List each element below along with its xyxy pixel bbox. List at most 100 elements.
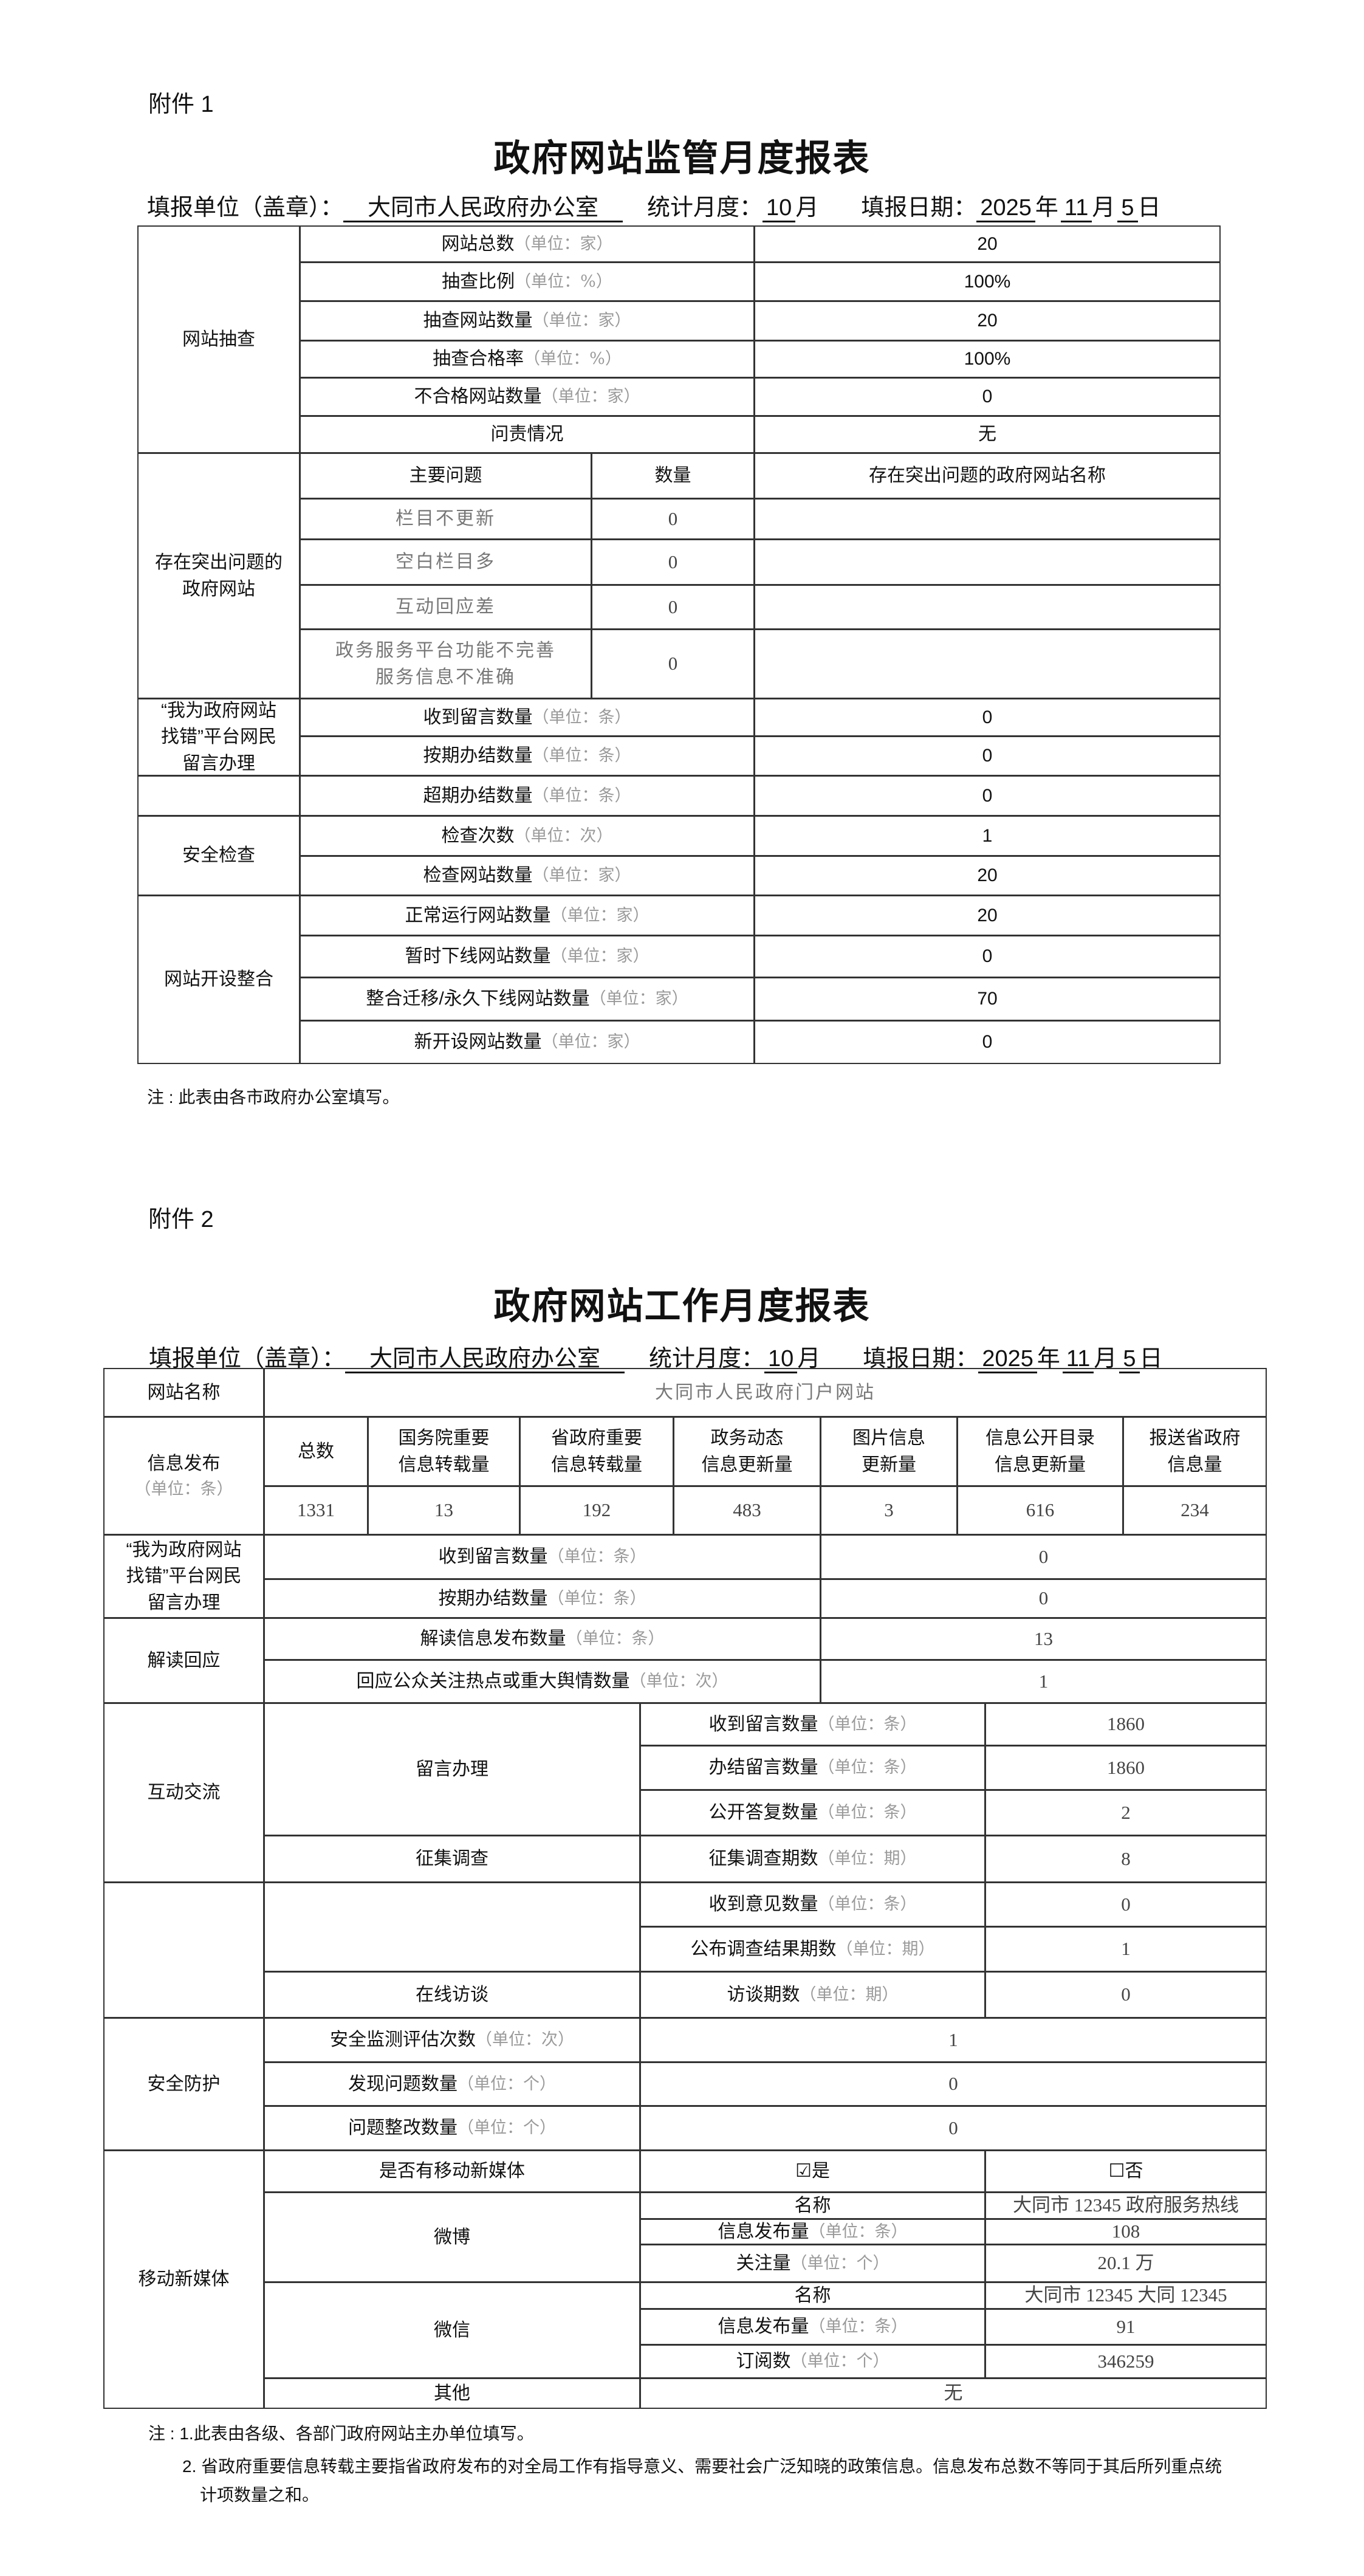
cell-text: 安全检查 [182, 845, 255, 866]
info-column-value: 1331 [264, 1486, 368, 1535]
cell-text: 存在突出问题的政府网站名称 [869, 465, 1106, 486]
unit-label: （单位：条） [134, 1479, 233, 1499]
empty-cell [103, 1882, 264, 2018]
problem-site-names [754, 585, 1221, 630]
unit-label: （单位：%） [515, 272, 612, 291]
cell-text: 346259 [1097, 2350, 1154, 2372]
cell-text: 0 [982, 1032, 993, 1053]
survey-group: 征集调查 [264, 1835, 640, 1883]
cell-text: 234 [1181, 1499, 1209, 1521]
spot-check-value: 100% [754, 340, 1221, 378]
attachment-1-label: 附件 1 [148, 92, 214, 117]
section-info-publish: 信息发布 （单位：条） [103, 1417, 264, 1535]
cell-text: 无 [978, 424, 996, 445]
unit-label: （单位：条） [818, 1895, 917, 1914]
cell-text: 图片信息 更新量 [852, 1428, 925, 1475]
other-media-value: 无 [640, 2378, 1267, 2409]
error-platform-value: 0 [820, 1534, 1267, 1579]
cell-text: 是否有移动新媒体 [379, 2161, 525, 2182]
wechat-group: 微信 [264, 2282, 640, 2379]
row-label: 办结留言数量 [708, 1757, 818, 1778]
cell-text: 100% [964, 349, 1011, 369]
security-value: 1 [754, 816, 1221, 856]
cell-text: 192 [582, 1499, 611, 1521]
survey-value: 1 [985, 1926, 1267, 1972]
cell-text: 20 [977, 311, 998, 331]
cell-text: “我为政府网站 找错”平台网民 留言办理 [126, 1539, 242, 1613]
unit-label: （单位：个） [790, 2253, 889, 2273]
unit-label: （单位：家） [589, 989, 688, 1009]
unit-label: （单位：家） [532, 866, 631, 885]
unit-label: （单位：条） [818, 1803, 917, 1822]
messages-value: 1860 [985, 1703, 1267, 1746]
unit-label: 填报单位（盖章）： [149, 1346, 346, 1372]
survey-label: 公布调查结果期数 （单位：期） [640, 1926, 985, 1972]
unit-label: （单位：条） [532, 786, 631, 805]
spot-check-value: 无 [754, 416, 1221, 453]
cell-text: 1 [1121, 1938, 1131, 1960]
cell-text: 网站名称 [147, 1382, 221, 1403]
unit-label: （单位：个） [790, 2352, 889, 2371]
cell-text: 大同市 12345 大同 12345 [1024, 2284, 1227, 2306]
cell-text: 存在突出问题的 政府网站 [155, 552, 283, 599]
month-label: 统计月度： [647, 195, 763, 221]
section-media: 移动新媒体 [103, 2150, 264, 2409]
info-column-header: 省政府重要 信息转载量 [519, 1417, 674, 1486]
section-protection: 安全防护 [103, 2018, 264, 2151]
cell-text: 网站开设整合 [164, 969, 273, 990]
error-platform-label: 按期办结数量 （单位：条） [264, 1579, 821, 1618]
section-error-platform: “我为政府网站 找错”平台网民 留言办理 [103, 1534, 264, 1618]
consolidation-label: 正常运行网站数量 （单位：家） [300, 895, 755, 936]
messages-label: 收到留言数量 （单位：条） [640, 1703, 985, 1746]
month-unit: 月 [1094, 1346, 1117, 1372]
row-label: 信息发布量 [718, 2221, 809, 2242]
cell-text: 其他 [434, 2383, 470, 2403]
cell-text: 主要问题 [409, 465, 482, 486]
cell-text: 20 [977, 905, 998, 926]
survey-label: 收到意见数量 （单位：条） [640, 1882, 985, 1927]
messages-label: 办结留言数量 （单位：条） [640, 1745, 985, 1790]
error-platform-value: 0 [820, 1579, 1267, 1618]
cell-text: 108 [1111, 2221, 1140, 2242]
cell-text: 2 [1121, 1801, 1131, 1823]
cell-text: 0 [668, 507, 678, 529]
row-label: 抽查网站数量 [423, 311, 533, 331]
cell-text: 0 [948, 2117, 958, 2138]
cell-text: 1 [948, 2028, 958, 2050]
report-2-note-1: 注 : 1.此表由各级、各部门政府网站主办单位填写。 [148, 2424, 534, 2443]
cell-text: 616 [1026, 1499, 1055, 1521]
report-2-note-2: 2. 省政府重要信息转载主要指省政府发布的对全局工作有指导意义、需要社会广泛知晓… [182, 2457, 1222, 2476]
error-platform-label: 按期办结数量 （单位：条） [300, 736, 755, 776]
row-label: 不合格网站数量 [414, 386, 542, 407]
unit-label: （单位：条） [809, 2317, 908, 2337]
row-label: 网站总数 [441, 233, 515, 254]
info-column-value: 483 [673, 1486, 821, 1535]
unit-label: （单位：条） [818, 1714, 917, 1734]
info-column-value: 234 [1123, 1486, 1267, 1535]
spot-check-label: 抽查网站数量 （单位：家） [300, 301, 755, 341]
month-value: 11 [1062, 1347, 1094, 1373]
cell-text: 0 [982, 785, 993, 806]
row-label: 公开答复数量 [708, 1802, 818, 1823]
attachment-2-label: 附件 2 [148, 1207, 214, 1232]
unit-value: 大同市人民政府办公室 [345, 1347, 625, 1373]
cell-text: 政务服务平台功能不完善 服务信息不准确 [335, 641, 556, 687]
report-2-header: 填报单位（盖章）： 大同市人民政府办公室 统计月度： 10 月填报日期： 2025 年 11 月… [149, 1339, 1212, 1373]
unit-label: （单位：期） [818, 1849, 917, 1869]
cell-text: 微信 [434, 2320, 470, 2340]
security-label: 检查次数 （单位：次） [300, 816, 755, 856]
cell-text: 20 [977, 233, 998, 254]
unit-label: （单位：条） [532, 746, 631, 766]
row-label: 征集调查期数 [708, 1849, 818, 1869]
unit-label: （单位：次） [629, 1672, 728, 1691]
unit-label: （单位：条） [547, 1589, 646, 1608]
row-label: 新开设网站数量 [414, 1032, 542, 1053]
cell-text: 报送省政府 信息量 [1149, 1428, 1241, 1475]
unit-label: （单位：家） [541, 1032, 640, 1052]
survey-label: 征集调查期数 （单位：期） [640, 1835, 985, 1883]
cell-text: 3 [884, 1499, 894, 1521]
wechat-value: 大同市 12345 大同 12345 [985, 2282, 1267, 2309]
unit-label: （单位：条） [809, 2222, 908, 2241]
cell-text: 0 [982, 707, 993, 727]
row-label: 收到留言数量 [423, 707, 533, 727]
